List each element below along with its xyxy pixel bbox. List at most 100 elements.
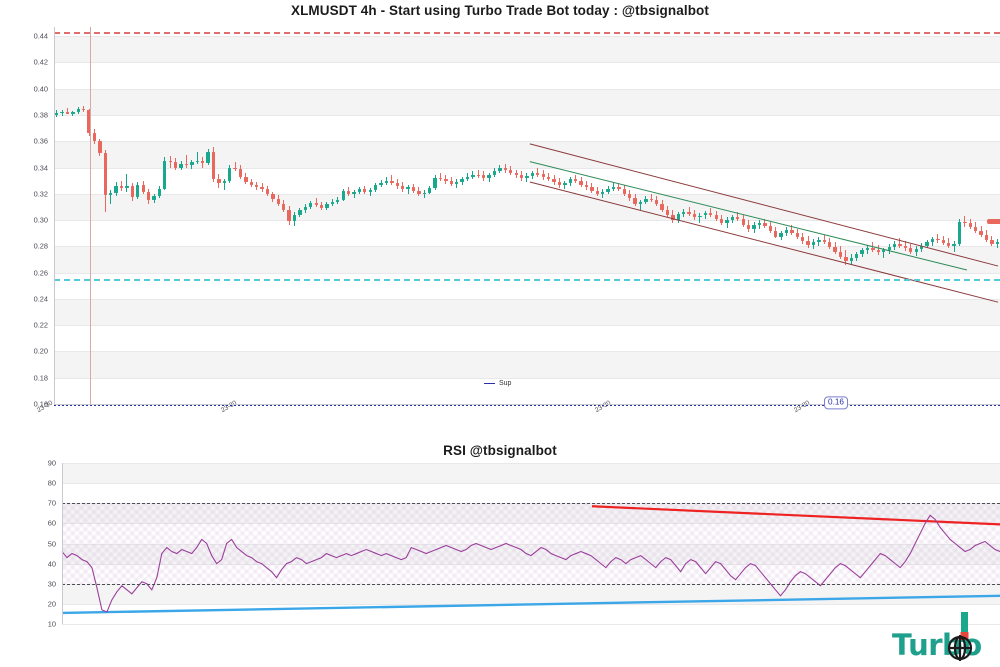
candle-wick: [315, 198, 317, 207]
candlestick: [525, 27, 529, 404]
turbo-logo: Turbo: [892, 612, 1000, 667]
candle-body: [195, 160, 199, 163]
candlestick: [168, 27, 172, 404]
gridline: [54, 115, 1000, 116]
candle-body: [60, 111, 64, 114]
candlestick: [103, 27, 108, 404]
candle-body: [757, 223, 762, 226]
candle-wick: [726, 217, 728, 228]
candlestick: [519, 27, 524, 404]
candle-body: [438, 178, 443, 180]
price-y-tick: 0.28: [33, 241, 48, 251]
candlestick: [60, 27, 64, 404]
candlestick: [617, 27, 621, 404]
candle-body: [584, 184, 589, 188]
candle-body: [552, 179, 556, 182]
rsi-line-rsi: [61, 514, 1000, 613]
candle-body: [141, 184, 145, 192]
chart-band: [54, 246, 1000, 273]
candle-body: [157, 188, 162, 197]
candle-body: [330, 201, 335, 204]
price-y-tick: 0.24: [33, 294, 48, 304]
candle-wick: [710, 208, 712, 217]
candle-body: [292, 214, 297, 222]
candle-body: [682, 211, 686, 215]
candlestick: [698, 27, 702, 404]
candle-wick: [369, 187, 371, 196]
candlestick: [984, 27, 989, 404]
candle-body: [130, 185, 135, 198]
candlestick: [319, 27, 324, 404]
candle-wick: [67, 107, 68, 115]
candle-body: [179, 163, 183, 168]
candlestick: [838, 27, 843, 404]
candle-body: [752, 225, 756, 230]
candlestick: [903, 27, 908, 404]
candlestick: [546, 27, 551, 404]
candle-body: [168, 160, 172, 163]
candle-body: [238, 168, 243, 177]
candle-body: [298, 210, 302, 215]
candle-body: [92, 133, 97, 142]
candle-body: [255, 185, 259, 187]
rsi-gridline: [62, 624, 1000, 625]
gridline: [54, 246, 1000, 248]
candle-body: [930, 239, 935, 243]
candlestick: [395, 27, 399, 404]
candle-body: [606, 188, 610, 192]
candle-body: [806, 241, 810, 246]
candlestick: [552, 27, 556, 404]
candlestick: [211, 27, 216, 404]
candle-body: [352, 191, 356, 194]
candlestick: [730, 27, 735, 404]
candle-body: [919, 245, 924, 249]
candlestick: [946, 27, 951, 404]
candle-body: [109, 193, 113, 196]
rsi-band: [62, 503, 1000, 524]
candle-wick: [440, 172, 441, 182]
candle-body: [173, 162, 178, 168]
candle-wick: [602, 189, 604, 199]
candlestick: [779, 27, 783, 404]
candle-body: [811, 241, 816, 246]
sup-line-swatch: [484, 383, 495, 384]
candlestick: [990, 27, 994, 404]
candle-body: [801, 237, 805, 242]
trendline-channel-upper-red: [529, 143, 999, 267]
gridline: [54, 377, 1000, 379]
candlestick: [584, 27, 589, 404]
candle-body: [892, 243, 897, 248]
candle-body: [671, 214, 675, 221]
candle-body: [422, 192, 426, 194]
candle-body: [644, 199, 648, 202]
price-y-tick: 0.34: [33, 163, 48, 173]
chart-band: [54, 298, 1000, 326]
candlestick: [314, 27, 318, 404]
price-chart-legend: Sup: [484, 380, 511, 387]
candlestick: [357, 27, 362, 404]
candle-wick: [477, 169, 479, 179]
candlestick: [411, 27, 416, 404]
candlestick: [849, 27, 853, 404]
candle-body: [206, 151, 210, 163]
candle-body: [979, 230, 983, 235]
candlestick: [330, 27, 335, 404]
candle-body: [433, 178, 437, 188]
candlestick: [957, 27, 962, 404]
candle-body: [828, 242, 832, 248]
candlestick: [222, 27, 226, 404]
candlestick: [98, 27, 102, 404]
candlestick: [195, 27, 199, 404]
candle-body: [855, 254, 859, 258]
candlestick: [444, 27, 448, 404]
candle-body: [860, 250, 864, 255]
candle-body: [303, 206, 308, 211]
candle-body: [665, 210, 670, 215]
candle-body: [914, 248, 918, 252]
candle-body: [698, 215, 702, 218]
candle-body: [76, 109, 80, 113]
candlestick: [941, 27, 945, 404]
rsi-series-overlay: [61, 505, 1000, 615]
candlestick: [217, 27, 221, 404]
candle-wick: [223, 179, 225, 190]
